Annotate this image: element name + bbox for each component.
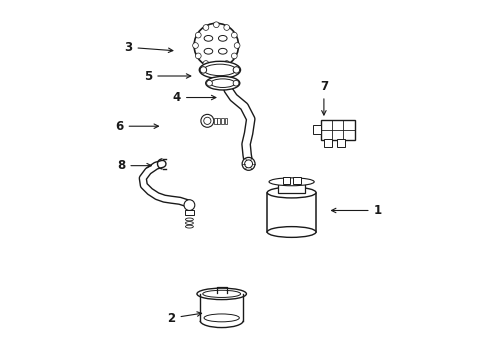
Ellipse shape [204, 64, 236, 76]
Circle shape [204, 117, 211, 125]
Circle shape [234, 42, 240, 48]
Text: 7: 7 [320, 80, 328, 115]
Circle shape [242, 157, 255, 170]
Ellipse shape [204, 36, 213, 41]
Circle shape [196, 53, 201, 59]
Circle shape [245, 160, 252, 168]
Bar [313, 125, 321, 134]
Circle shape [231, 32, 237, 38]
Circle shape [231, 53, 237, 59]
Circle shape [201, 114, 214, 127]
Bar [321, 120, 355, 140]
Text: 1: 1 [332, 204, 382, 217]
Circle shape [224, 24, 230, 30]
Circle shape [193, 42, 198, 48]
Bar [214, 118, 217, 124]
Circle shape [200, 67, 207, 73]
Bar [278, 182, 305, 193]
Circle shape [203, 61, 209, 66]
Bar [224, 118, 227, 124]
Ellipse shape [219, 36, 227, 41]
Ellipse shape [204, 314, 239, 322]
Text: 4: 4 [173, 91, 216, 104]
Circle shape [184, 200, 195, 211]
Ellipse shape [199, 61, 241, 78]
Text: 2: 2 [168, 311, 201, 325]
Ellipse shape [186, 222, 194, 225]
Text: 8: 8 [117, 159, 151, 172]
Bar [294, 177, 300, 184]
Bar [324, 139, 332, 147]
Ellipse shape [204, 48, 213, 54]
Text: 3: 3 [124, 41, 173, 54]
Text: 6: 6 [115, 120, 158, 133]
Circle shape [203, 24, 209, 30]
Circle shape [233, 67, 240, 73]
Bar [185, 210, 194, 215]
Ellipse shape [186, 225, 194, 228]
Bar [218, 118, 220, 124]
Ellipse shape [203, 290, 241, 297]
Circle shape [214, 22, 219, 28]
Circle shape [214, 63, 219, 69]
Ellipse shape [197, 288, 246, 300]
Text: 5: 5 [144, 69, 191, 82]
Ellipse shape [186, 218, 194, 221]
Ellipse shape [206, 76, 240, 90]
Circle shape [194, 23, 239, 68]
Bar [221, 118, 224, 124]
Ellipse shape [269, 178, 314, 186]
Ellipse shape [219, 48, 227, 54]
Circle shape [196, 32, 201, 38]
Circle shape [233, 80, 239, 86]
Bar [337, 139, 345, 147]
Ellipse shape [267, 187, 316, 198]
Bar [283, 177, 290, 184]
Ellipse shape [211, 79, 235, 87]
Circle shape [207, 80, 212, 86]
Circle shape [224, 61, 230, 66]
Ellipse shape [267, 226, 316, 237]
